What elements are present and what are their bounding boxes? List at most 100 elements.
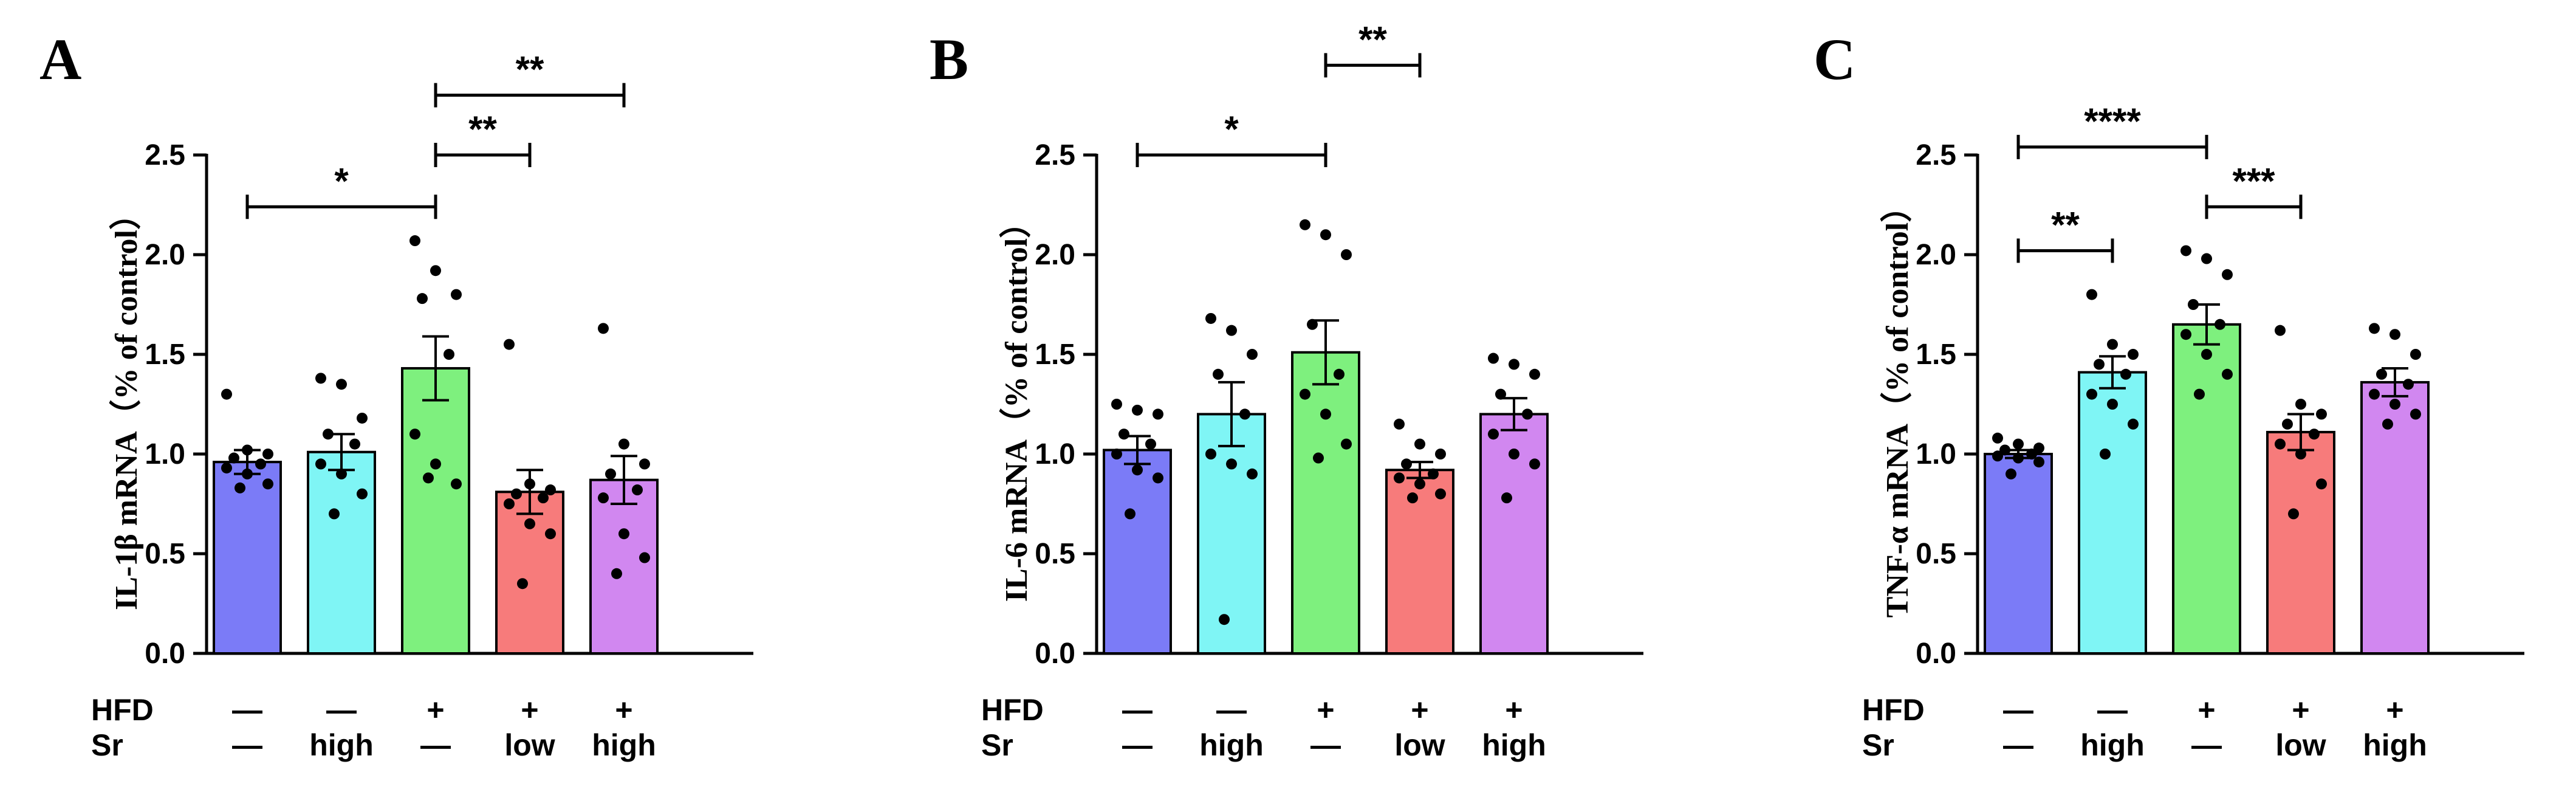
bar-1 (213, 461, 282, 655)
data-point (1401, 458, 1412, 470)
data-point (2120, 368, 2131, 380)
data-point (611, 568, 622, 579)
data-point (2188, 299, 2199, 310)
bar-2 (2078, 371, 2147, 655)
data-point (1307, 318, 1318, 330)
data-point (1153, 472, 1163, 484)
sr-value: — (1310, 728, 1341, 762)
data-point (315, 373, 326, 384)
hfd-value: + (2292, 693, 2309, 727)
data-point (2033, 456, 2044, 468)
data-point (1529, 368, 1540, 380)
sr-row-label: Sr (981, 728, 1013, 762)
data-point (1435, 449, 1446, 459)
data-point (1529, 458, 1540, 470)
bar-4 (1385, 469, 1454, 655)
data-point (430, 265, 441, 277)
y-tick-label: 2.5 (1035, 139, 1075, 171)
data-point (1239, 408, 1250, 420)
hfd-value: — (1122, 693, 1153, 727)
sr-value: — (232, 728, 262, 762)
hfd-value: — (1216, 693, 1247, 727)
data-point (2033, 442, 2044, 454)
data-point (1111, 449, 1122, 459)
y-tick-label: 1.0 (1916, 438, 1956, 470)
sr-value: — (420, 728, 451, 762)
data-point (1407, 492, 1418, 504)
data-point (2215, 318, 2225, 330)
hfd-value: + (2197, 693, 2215, 727)
data-point (1226, 325, 1237, 336)
data-point (2309, 428, 2320, 440)
data-point (2222, 368, 2233, 380)
data-point (2013, 438, 2024, 450)
data-point (1300, 388, 1310, 400)
data-point (2086, 388, 2097, 400)
data-point (1205, 449, 1216, 459)
data-point (1320, 229, 1331, 241)
data-point (2275, 325, 2286, 336)
data-point (329, 508, 340, 520)
sr-value: high (1482, 728, 1546, 762)
data-point (524, 478, 535, 490)
data-point (639, 458, 650, 470)
y-tick-label: 0.0 (1035, 638, 1075, 670)
data-point (2222, 269, 2233, 280)
y-tick-label: 2.0 (1035, 239, 1075, 271)
data-point (2275, 438, 2286, 450)
data-point (1992, 450, 2003, 462)
data-point (2100, 449, 2111, 459)
data-point (2107, 339, 2118, 350)
data-point (1205, 312, 1216, 324)
sr-value: low (2275, 728, 2326, 762)
y-tick-label: 2.0 (145, 239, 185, 271)
data-point (545, 484, 556, 496)
data-point (545, 528, 556, 540)
bar-3 (401, 367, 470, 655)
data-point (1125, 508, 1136, 520)
data-point (2128, 418, 2139, 430)
y-axis-label: TNF-α mRNA（% of control） (1880, 191, 1915, 618)
data-point (255, 458, 266, 470)
data-point (2180, 329, 2191, 340)
data-point (1153, 408, 1163, 420)
hfd-value: — (232, 693, 262, 727)
data-point (323, 428, 334, 440)
data-point (2201, 253, 2212, 264)
data-point (2006, 468, 2016, 480)
hfd-row-label: HFD (981, 693, 1044, 727)
panel-letter: B (930, 27, 968, 92)
sr-value: — (2003, 728, 2033, 762)
data-point (2194, 388, 2205, 400)
sr-value: — (2191, 728, 2222, 762)
data-point (2376, 368, 2387, 380)
bar-1 (1103, 449, 1172, 655)
data-point (2282, 418, 2293, 430)
sr-value: low (1394, 728, 1445, 762)
bar-4 (495, 490, 564, 655)
data-point (605, 468, 616, 480)
y-tick-label: 0.5 (1035, 538, 1075, 570)
y-tick-label: 0.0 (1916, 638, 1956, 670)
sr-value: high (1199, 728, 1264, 762)
data-point (409, 235, 420, 247)
bar-5 (2360, 380, 2430, 655)
hfd-value: — (326, 693, 357, 727)
significance-label: * (1224, 109, 1239, 150)
data-point (1132, 404, 1143, 416)
data-point (2369, 323, 2380, 334)
bar-5 (589, 478, 659, 655)
data-point (1226, 458, 1237, 470)
panel-c: C TNF-α mRNA（% of control）0.0 0.5 1.0 1.5 2.0… (1814, 27, 2524, 762)
data-point (618, 438, 629, 450)
data-point (517, 578, 528, 590)
data-point (1428, 468, 1439, 480)
data-point (2094, 359, 2105, 370)
bar-4 (2266, 430, 2335, 655)
sr-row-label: Sr (1862, 728, 1894, 762)
data-point (1341, 249, 1352, 260)
data-point (598, 323, 609, 334)
data-point (1495, 388, 1506, 400)
significance-label: *** (2232, 160, 2275, 201)
data-point (2410, 349, 2421, 360)
